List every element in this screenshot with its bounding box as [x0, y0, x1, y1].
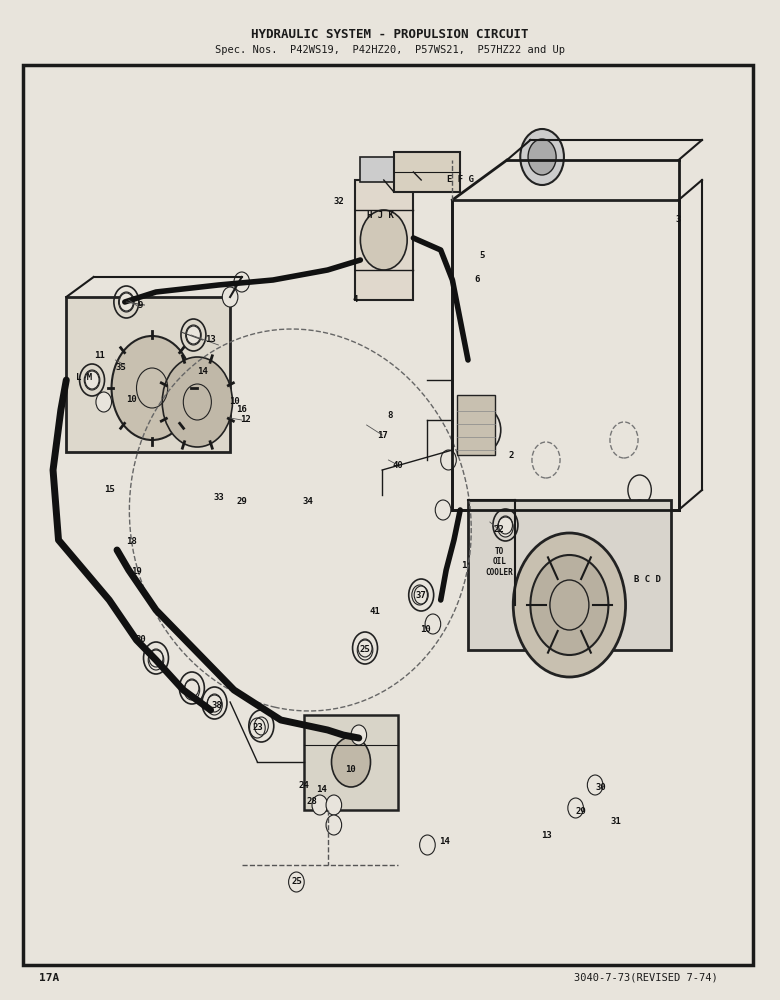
Circle shape [96, 392, 112, 412]
Bar [394, 152, 460, 192]
Text: HYDRAULIC SYSTEM - PROPULSION CIRCUIT: HYDRAULIC SYSTEM - PROPULSION CIRCUIT [251, 28, 529, 41]
Circle shape [207, 695, 222, 715]
Circle shape [332, 737, 370, 787]
Text: 20: 20 [135, 636, 146, 645]
Circle shape [530, 555, 608, 655]
Text: 22: 22 [494, 526, 505, 534]
Text: 17A: 17A [39, 973, 59, 983]
Circle shape [222, 287, 238, 307]
Circle shape [250, 718, 265, 738]
Text: 17: 17 [377, 430, 388, 440]
Text: 37: 37 [416, 590, 427, 599]
Text: E F G: E F G [447, 176, 473, 184]
Circle shape [568, 798, 583, 818]
Circle shape [162, 357, 232, 447]
Text: 23: 23 [252, 724, 263, 732]
Text: 6: 6 [475, 275, 480, 284]
Text: 5: 5 [480, 250, 484, 259]
Circle shape [289, 872, 304, 892]
Text: 33: 33 [213, 493, 224, 502]
Text: 25: 25 [291, 878, 302, 886]
Text: H J K: H J K [367, 211, 394, 220]
Text: B C D: B C D [634, 576, 661, 584]
Text: 18: 18 [126, 538, 136, 546]
Circle shape [326, 815, 342, 835]
Text: 32: 32 [334, 198, 345, 207]
Circle shape [112, 336, 193, 440]
Bar [360, 157, 407, 182]
Bar [457, 395, 495, 455]
Text: 10: 10 [420, 626, 431, 635]
Text: 19: 19 [131, 568, 142, 576]
Text: 25: 25 [360, 646, 370, 654]
Text: 14: 14 [316, 786, 327, 794]
Circle shape [435, 500, 451, 520]
Text: 29: 29 [236, 497, 247, 506]
Circle shape [84, 370, 100, 390]
Circle shape [498, 517, 513, 537]
Bar [468, 500, 671, 650]
Text: 10: 10 [229, 397, 239, 406]
Text: 14: 14 [439, 838, 450, 846]
Text: 40: 40 [392, 460, 403, 470]
Text: 13: 13 [205, 336, 216, 344]
Text: 35: 35 [115, 362, 126, 371]
Text: 4: 4 [353, 296, 357, 304]
Text: 13: 13 [541, 830, 551, 840]
Text: 3: 3 [676, 216, 681, 225]
Circle shape [357, 640, 373, 660]
Circle shape [326, 795, 342, 815]
Circle shape [441, 450, 456, 470]
Text: Spec. Nos.  P42WS19,  P42HZ20,  P57WS21,  P57HZ22 and Up: Spec. Nos. P42WS19, P42HZ20, P57WS21, P5… [215, 45, 565, 55]
Bar [66, 297, 230, 452]
Text: 34: 34 [303, 497, 314, 506]
Circle shape [119, 292, 134, 312]
Circle shape [520, 129, 564, 185]
Text: 41: 41 [369, 607, 380, 616]
Text: 28: 28 [307, 798, 317, 806]
Text: 15: 15 [104, 486, 115, 494]
Circle shape [312, 795, 328, 815]
Circle shape [528, 139, 556, 175]
Text: 10: 10 [346, 766, 356, 774]
Text: L M: L M [76, 373, 92, 382]
Circle shape [234, 272, 250, 292]
Text: 38: 38 [211, 700, 222, 710]
Text: 10: 10 [126, 395, 136, 404]
Text: 14: 14 [197, 367, 208, 376]
Text: 29: 29 [576, 808, 587, 816]
Text: 30: 30 [595, 782, 606, 792]
Text: 31: 31 [611, 818, 622, 826]
Text: 16: 16 [236, 406, 247, 414]
Text: 24: 24 [299, 780, 310, 790]
Bar [304, 715, 398, 810]
Circle shape [360, 210, 407, 270]
Text: 11: 11 [94, 351, 105, 360]
Circle shape [587, 775, 603, 795]
Circle shape [351, 725, 367, 745]
Circle shape [513, 533, 626, 677]
Circle shape [184, 680, 200, 700]
Bar [452, 200, 679, 510]
Bar [355, 180, 413, 300]
Circle shape [420, 835, 435, 855]
Circle shape [148, 650, 164, 670]
Circle shape [186, 325, 201, 345]
Text: TO
OIL
COOLER: TO OIL COOLER [485, 547, 513, 577]
Text: 8: 8 [388, 410, 392, 420]
Circle shape [425, 614, 441, 634]
Text: 2: 2 [509, 450, 513, 460]
Text: 9: 9 [138, 300, 143, 310]
Circle shape [412, 585, 427, 605]
Text: 1: 1 [462, 560, 466, 570]
Text: 3040-7-73(REVISED 7-74): 3040-7-73(REVISED 7-74) [574, 973, 718, 983]
Text: 12: 12 [240, 416, 251, 424]
